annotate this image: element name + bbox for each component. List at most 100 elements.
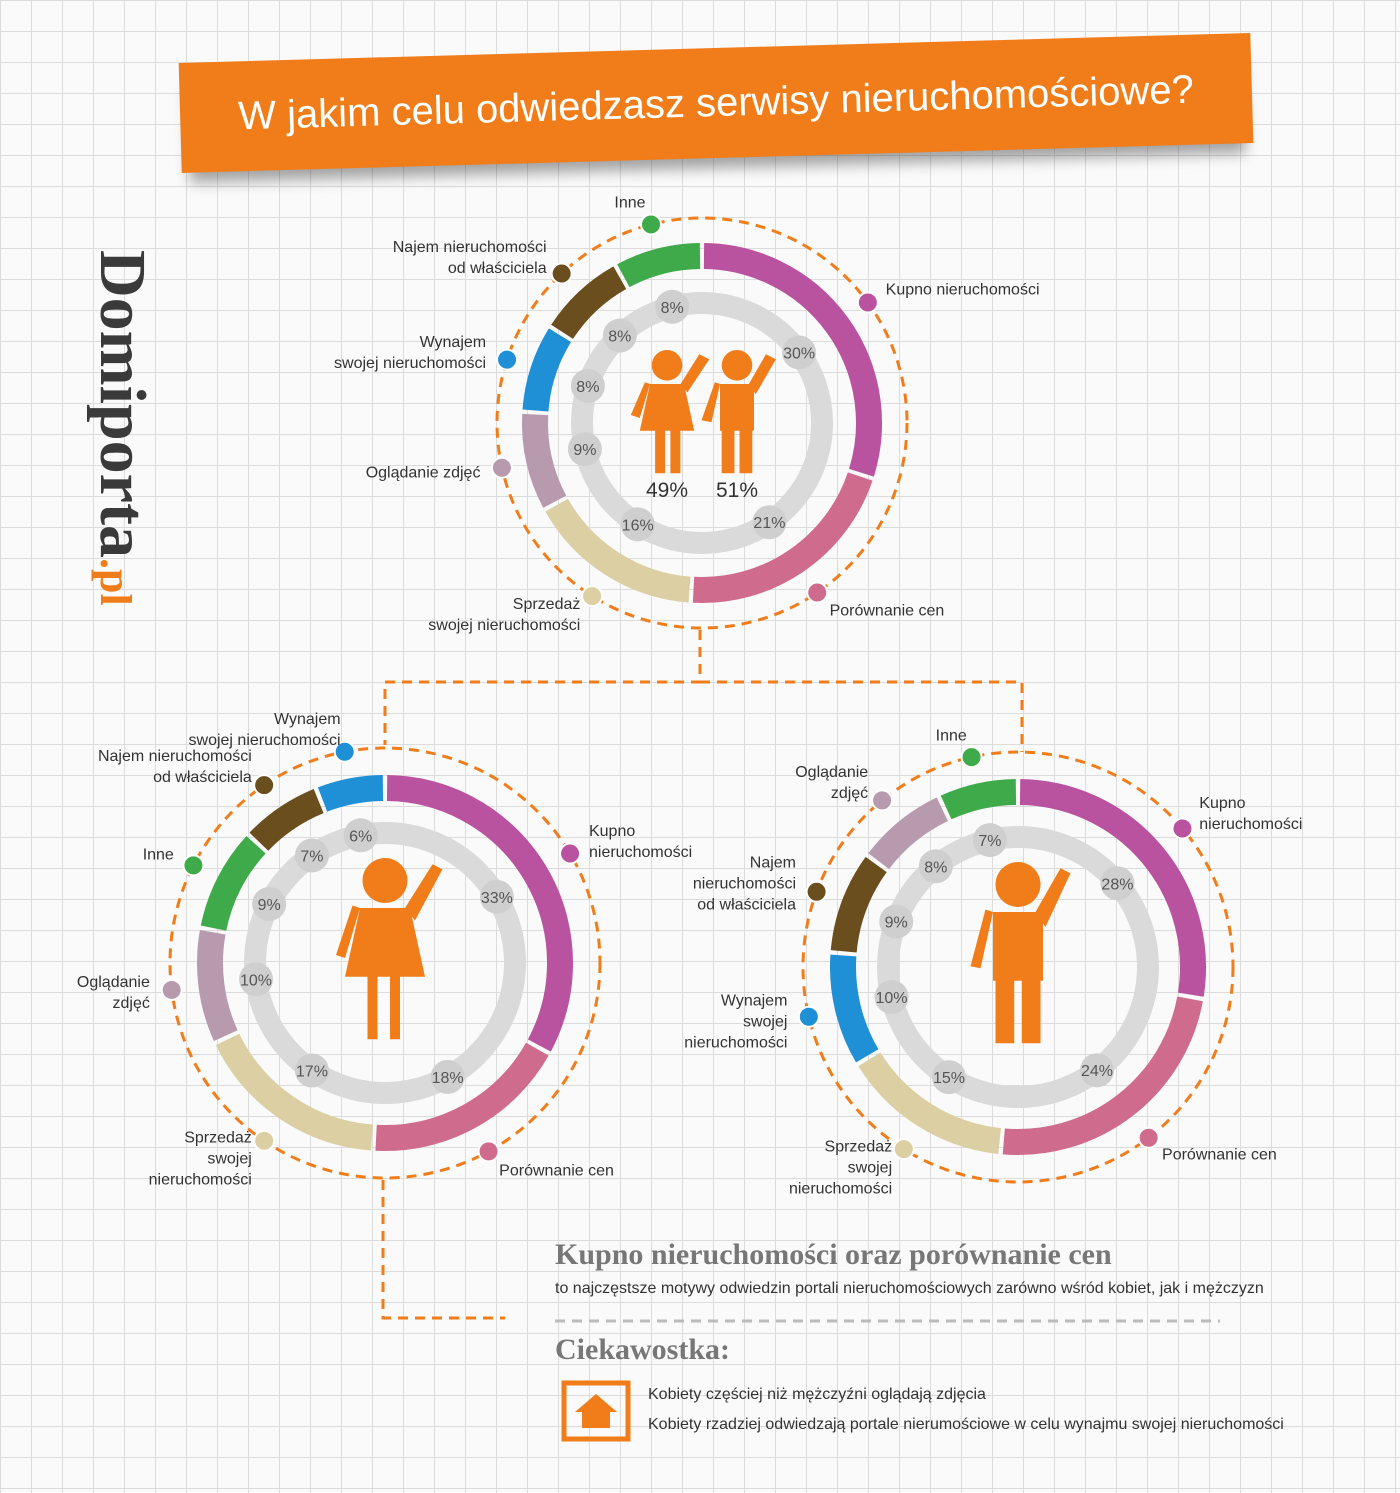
value-bubble	[655, 289, 690, 324]
value-label: 24%	[1081, 1063, 1113, 1080]
figure-body	[970, 868, 1071, 1044]
donut-segment	[1019, 779, 1206, 997]
category-label: Najem nieruchomości od właściciela	[692, 854, 796, 914]
donut-segment	[375, 1042, 549, 1151]
value-label: 21%	[753, 515, 785, 532]
fact: Kobiety rzadziej odwiedzają portale nier…	[648, 1416, 1284, 1433]
category-label: Wynajem swojej nieruchomości	[334, 333, 487, 372]
donut-segment	[830, 856, 887, 953]
value-label: 17%	[296, 1064, 328, 1081]
dashed-ring	[801, 750, 1235, 1184]
donut-segment	[692, 472, 873, 603]
legend-dot	[806, 581, 829, 604]
legend-dot	[550, 262, 573, 285]
legend-dot	[581, 585, 604, 608]
legend-dot	[797, 1005, 820, 1028]
category-label: Najem nieruchomości od właściciela	[97, 747, 252, 786]
summary-text: to najczęstsze motywy odwiedzin portali …	[555, 1280, 1264, 1297]
value-label: 10%	[240, 972, 272, 989]
value-label: 30%	[783, 345, 815, 362]
category-label: Najem nieruchomości od właściciela	[392, 238, 547, 277]
category-label: Inne	[935, 727, 967, 745]
value-bubble	[1100, 866, 1135, 901]
split-label: 51%	[716, 479, 758, 502]
figure-head	[362, 858, 408, 903]
value-label: 8%	[608, 329, 631, 346]
value-label: 10%	[876, 990, 908, 1007]
figure	[721, 350, 753, 381]
category-label: Oglądanie zdjęć	[76, 973, 150, 1012]
value-bubble	[874, 980, 909, 1015]
donut-segment	[522, 413, 567, 508]
value-bubble	[239, 962, 274, 997]
value-label: 28%	[1101, 876, 1133, 893]
fact-title: Ciekawostka:	[555, 1333, 731, 1366]
legend-dot	[333, 740, 356, 763]
dashed-ring	[495, 216, 909, 630]
value-bubble	[570, 368, 605, 403]
category-label: Porównanie cen	[499, 1162, 614, 1180]
legend-dot	[1171, 817, 1194, 840]
connectors	[381, 630, 1220, 1323]
value-bubble	[1080, 1053, 1115, 1088]
dashed-ring	[168, 746, 602, 1180]
value-bubble	[879, 904, 914, 939]
category-label: Wynajem swojej nieruchomości	[684, 992, 788, 1052]
value-label: 7%	[300, 848, 323, 865]
legend-dot	[892, 1138, 915, 1161]
value-label: 9%	[885, 914, 908, 931]
value-bubble	[972, 823, 1007, 858]
donut-segment	[249, 789, 324, 851]
value-label: 33%	[481, 890, 513, 907]
value-label: 7%	[978, 833, 1001, 850]
legend-dot	[960, 746, 983, 769]
donut-segment	[858, 1052, 1002, 1154]
category-label: Sprzedaż swojej nieruchomości	[148, 1129, 252, 1189]
legend-dot	[490, 456, 513, 479]
donut-segment	[868, 797, 949, 870]
fact: Kobiety częściej niż mężczyźni oglądają …	[648, 1386, 986, 1403]
inner-ring	[571, 292, 833, 554]
donut-segment	[1002, 996, 1203, 1155]
value-bubble	[294, 1053, 329, 1088]
value-bubble	[931, 1060, 966, 1095]
donut-segment	[940, 779, 1017, 820]
legend-dot	[856, 291, 879, 314]
value-label: 9%	[258, 897, 281, 914]
connector	[383, 630, 702, 745]
value-bubble	[430, 1059, 465, 1094]
donut-segment	[830, 954, 879, 1063]
category-label: Oglądanie zdjęć	[795, 764, 869, 803]
category-label: Porównanie cen	[829, 602, 945, 620]
donut-segment	[386, 775, 573, 1052]
value-label: 15%	[933, 1070, 965, 1087]
category-label: Inne	[142, 846, 174, 864]
category-label: Sprzedaż swojej nieruchomości	[428, 595, 581, 634]
value-bubble	[252, 886, 287, 921]
legend-dot	[253, 774, 276, 797]
category-label: Wynajem swojej nieruchomości	[188, 711, 341, 750]
legend-dot	[477, 1140, 500, 1163]
inner-ring	[877, 826, 1159, 1108]
figure	[362, 858, 408, 903]
donut-segment	[215, 1033, 374, 1151]
figure-head	[721, 350, 753, 381]
category-label: Porównanie cen	[1162, 1146, 1277, 1164]
figure-head	[995, 862, 1041, 907]
value-bubble	[602, 318, 637, 353]
value-label: 8%	[576, 379, 599, 396]
legend-dot	[160, 978, 183, 1001]
legend-dot	[805, 880, 828, 903]
value-bubble	[343, 818, 378, 853]
figure	[651, 350, 683, 381]
figure-body	[336, 864, 443, 1040]
category-label: Kupno nieruchomości	[588, 823, 693, 862]
category-label: Sprzedaż swojej nieruchomości	[788, 1138, 893, 1198]
value-bubble	[567, 432, 602, 467]
legend-dot	[1137, 1126, 1160, 1149]
donut-segment	[200, 835, 266, 932]
category-label: Oglądanie zdjęć	[365, 464, 481, 482]
legend-dot	[496, 348, 519, 371]
value-label: 16%	[622, 517, 654, 534]
